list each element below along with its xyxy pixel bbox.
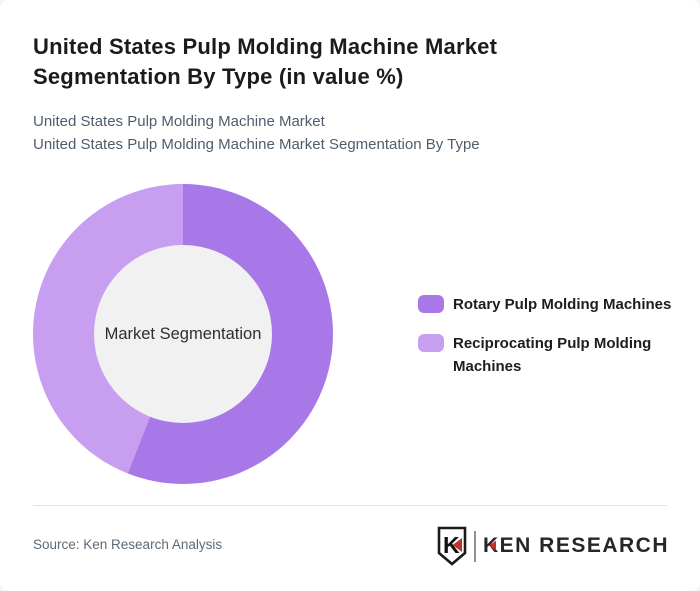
legend-label-reciprocating: Reciprocating Pulp Molding Machines (453, 335, 652, 375)
ken-research-shield-icon: K (437, 526, 467, 566)
footer-divider (33, 505, 667, 506)
donut-chart: Market Segmentation (33, 184, 333, 484)
legend-item-rotary: Rotary Pulp Molding Machines (418, 293, 683, 316)
chart-subtitles: United States Pulp Molding Machine Marke… (33, 111, 653, 156)
svg-text:K: K (443, 532, 460, 558)
subtitle-line-2: United States Pulp Molding Machine Marke… (33, 135, 480, 153)
brand-red-triangle-icon (488, 540, 496, 551)
brand-wordmark-rest: EN RESEARCH (499, 534, 669, 557)
donut-center-label: Market Segmentation (104, 324, 262, 343)
chart-legend: Rotary Pulp Molding Machines Reciprocati… (418, 293, 683, 378)
source-note: Source: Ken Research Analysis (33, 537, 223, 552)
page-title: United States Pulp Molding Machine Marke… (33, 34, 498, 89)
brand-wordmark: K EN RESEARCH (483, 534, 669, 558)
donut-hole: Market Segmentation (94, 245, 272, 423)
ken-research-logo: K K EN RESEARCH (437, 526, 669, 566)
legend-item-reciprocating: Reciprocating Pulp Molding Machines (418, 332, 683, 378)
subtitle-line-1: United States Pulp Molding Machine Marke… (33, 113, 325, 130)
legend-swatch-rotary (418, 295, 444, 313)
brand-wordmark-k: K (482, 534, 500, 557)
legend-label-rotary: Rotary Pulp Molding Machines (453, 296, 672, 313)
logo-separator (473, 530, 476, 562)
legend-swatch-reciprocating (418, 334, 444, 352)
